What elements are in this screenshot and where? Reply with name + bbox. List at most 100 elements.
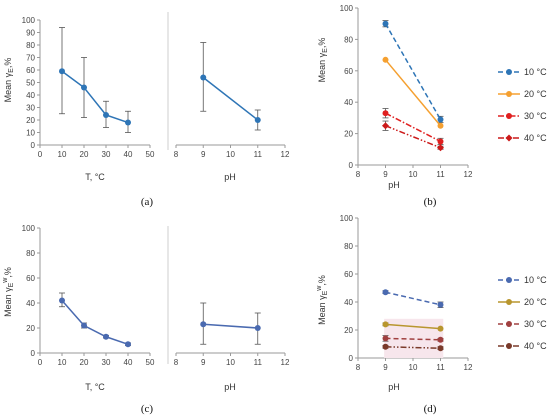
- a-left-x-tick-label: 50: [146, 150, 155, 159]
- d-y-tick-label: 60: [344, 270, 353, 279]
- d-y-tick-label: 20: [344, 326, 353, 335]
- d-legend-marker: [506, 343, 512, 349]
- panel-c-caption: (c): [141, 403, 154, 415]
- a-right-x-tick-label: 8: [174, 150, 179, 159]
- a-left-data-point: [125, 119, 131, 126]
- c-left-x-tick-label: 50: [146, 358, 155, 367]
- a-right-x-tick-label: 10: [226, 150, 235, 159]
- b-y-tick-label: 60: [344, 67, 353, 76]
- a-left-y-tick-label: 40: [26, 91, 35, 100]
- a-left-y-tick-label: 10: [26, 129, 35, 138]
- d-legend-label: 10 °C: [524, 275, 547, 285]
- c-right-series-line: [203, 323, 258, 329]
- d-x-tick-label: 9: [383, 363, 388, 372]
- c-left-data-point: [59, 297, 65, 304]
- d-legend-label: 40 °C: [524, 341, 547, 351]
- c-left-x-tick-label: 40: [124, 358, 133, 367]
- panel-a-ylabel: Mean γE,%: [3, 58, 15, 103]
- panel-b-xlabel: pH: [388, 180, 400, 190]
- panel-d: 8 9 10 11 12 0 20 40 60 80 100 Mean γEw,% pH (d) 1…: [316, 214, 547, 415]
- c-left-data-point: [125, 341, 131, 348]
- a-left-data-point: [103, 112, 109, 118]
- d-data-point: [382, 335, 389, 342]
- b-series-line: [384, 59, 442, 127]
- d-y-tick-label: 100: [340, 214, 354, 223]
- a-right-data-point: [254, 117, 261, 123]
- b-legend-label: 20 °C: [524, 89, 547, 99]
- a-left-x-tick-label: 10: [58, 150, 67, 159]
- panel-d-plot: 8 9 10 11 12 0 20 40 60 80 100: [340, 214, 473, 372]
- a-left-y-tick-label: 90: [26, 29, 35, 38]
- b-legend-label: 10 °C: [524, 67, 547, 77]
- d-data-point: [437, 325, 444, 332]
- b-y-tick-label: 20: [344, 130, 353, 139]
- b-legend-marker: [505, 134, 513, 142]
- a-left-x-tick-label: 40: [124, 150, 133, 159]
- b-y-tick-label: 40: [344, 98, 353, 107]
- panel-b-legend: 10 °C 20 °C 30 °C 40 °C: [498, 67, 547, 143]
- b-y-tick-label: 80: [344, 35, 353, 44]
- panel-d-ylabel: Mean γEw,%: [316, 275, 329, 325]
- b-legend-marker: [506, 91, 512, 97]
- a-right-x-tick-label: 11: [254, 150, 263, 159]
- a-left-series-line: [61, 70, 129, 124]
- a-left-y-tick-label: 70: [26, 54, 35, 63]
- panel-a-caption: (a): [141, 196, 154, 208]
- panel-a-xlabel-left: T, °C: [85, 172, 105, 182]
- b-series-line: [385, 112, 441, 143]
- c-right-x-tick-label: 12: [281, 358, 290, 367]
- a-left-y-tick-label: 100: [22, 16, 36, 25]
- c-left-y-tick-label: 20: [26, 324, 35, 333]
- b-legend-label: 30 °C: [524, 111, 547, 121]
- d-data-point: [437, 336, 444, 343]
- a-left-y-tick-label: 80: [26, 41, 35, 50]
- panel-c-right-plot: 8 9 10 11 12: [174, 302, 290, 367]
- b-x-tick-label: 8: [356, 170, 361, 179]
- c-left-series-line: [61, 300, 129, 345]
- d-y-tick-label: 40: [344, 298, 353, 307]
- panel-b: 8 9 10 11 12 0 20 40 60 80 100 Mean γE,% pH (b) 10…: [317, 4, 547, 208]
- a-right-series-line: [202, 76, 259, 121]
- c-right-x-tick-label: 8: [174, 358, 179, 367]
- panel-d-legend: 10 °C 20 °C 30 °C 40 °C: [498, 275, 547, 351]
- d-legend-label: 20 °C: [524, 297, 547, 307]
- c-right-x-tick-label: 10: [226, 358, 235, 367]
- panel-a-left-plot: 0 10 20 30 40 50 0 10 20 30 40 50 60 70 80 90 100: [22, 16, 155, 159]
- d-x-tick-label: 12: [464, 363, 473, 372]
- b-legend-marker: [506, 69, 512, 75]
- b-series-line: [385, 125, 441, 149]
- b-series-line: [384, 23, 442, 120]
- d-data-point: [382, 343, 389, 350]
- d-x-tick-label: 8: [356, 363, 361, 372]
- c-left-x-tick-label: 20: [80, 358, 89, 367]
- c-left-y-tick-label: 0: [31, 349, 36, 358]
- panel-c-xlabel-right: pH: [224, 382, 236, 392]
- a-left-y-tick-label: 60: [26, 66, 35, 75]
- b-data-point: [437, 122, 444, 129]
- d-x-tick-label: 10: [409, 363, 418, 372]
- a-right-x-tick-label: 12: [281, 150, 290, 159]
- d-data-point: [382, 321, 389, 328]
- d-legend-marker: [506, 299, 512, 305]
- d-y-tick-label: 80: [344, 242, 353, 251]
- panel-b-plot: 8 9 10 11 12 0 20 40 60 80 100: [340, 4, 473, 179]
- b-data-point: [382, 56, 389, 63]
- panel-c-ylabel: Mean γEw,%: [2, 267, 15, 317]
- panel-d-xlabel: pH: [388, 382, 400, 392]
- d-series-line: [385, 346, 441, 349]
- c-left-y-tick-label: 80: [26, 249, 35, 258]
- a-left-data-point: [59, 68, 65, 75]
- c-left-x-tick-label: 30: [102, 358, 111, 367]
- d-legend-label: 30 °C: [524, 319, 547, 329]
- b-data-point: [437, 116, 444, 123]
- d-data-point: [437, 301, 444, 308]
- c-left-data-point: [81, 322, 87, 329]
- a-left-y-tick-label: 30: [26, 104, 35, 113]
- b-data-point: [437, 144, 444, 152]
- a-right-data-point: [200, 74, 207, 81]
- c-left-data-point: [103, 333, 109, 340]
- b-x-tick-label: 11: [436, 170, 445, 179]
- panel-a-xlabel-right: pH: [224, 172, 236, 182]
